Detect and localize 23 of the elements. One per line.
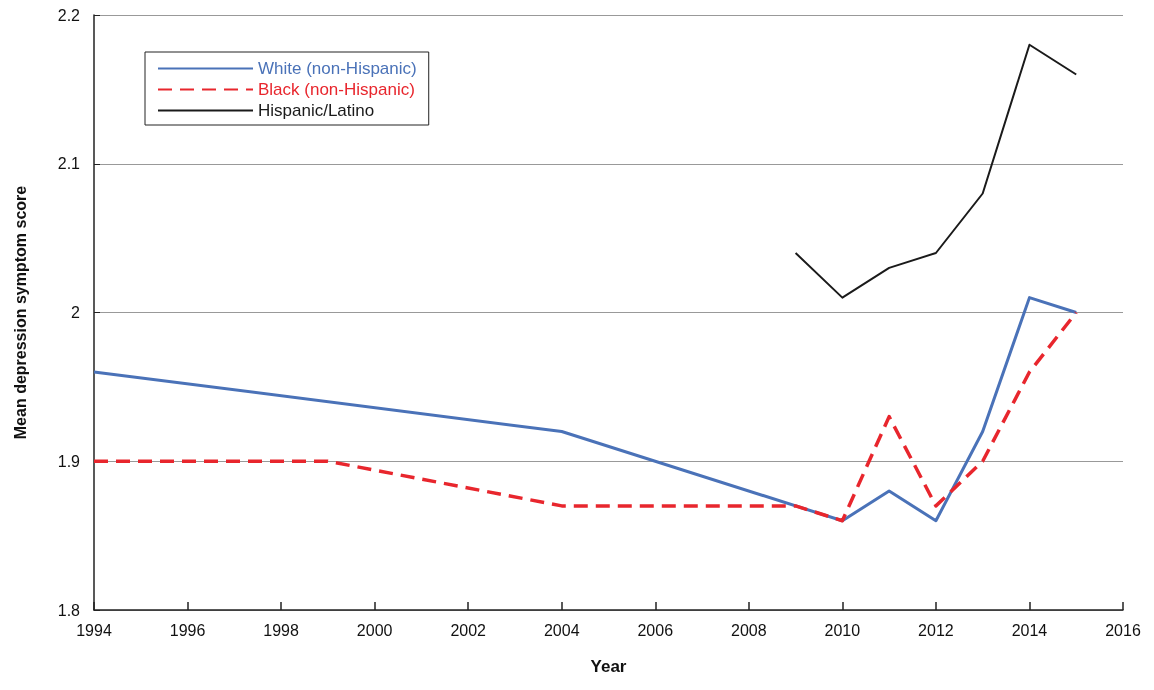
- x-tick-label: 2012: [918, 621, 954, 639]
- y-axis-title: Mean depression symptom score: [11, 185, 29, 440]
- x-tick-label: 1996: [169, 621, 206, 639]
- x-tick-label: 2002: [450, 621, 487, 639]
- text: Black (non-Hispanic): [258, 80, 415, 99]
- x-tick-label: 1994: [76, 621, 112, 639]
- x-tick-label: 2006: [637, 621, 674, 639]
- y-tick-label: 1.9: [57, 452, 81, 470]
- x-tick-label: 2004: [543, 621, 580, 639]
- x-tick-label: 2016: [1105, 621, 1141, 639]
- x-axis-title: Year: [590, 657, 627, 676]
- line-series: [794, 43, 1078, 299]
- y-tick-label: 2: [71, 304, 81, 321]
- x-tick-label: 1998: [263, 621, 299, 639]
- y-tick-label: 1.8: [57, 601, 81, 619]
- x-tick-label: 2010: [824, 621, 861, 639]
- text: White (non-Hispanic): [258, 59, 417, 78]
- x-tick-label: 2008: [731, 621, 767, 639]
- y-tick-label: 2.1: [57, 155, 81, 173]
- x-tick-label: 2000: [356, 621, 393, 639]
- x-tick-label: 2014: [1011, 621, 1048, 639]
- text: Hispanic/Latino: [258, 101, 375, 120]
- y-tick-label: 2.2: [57, 6, 81, 24]
